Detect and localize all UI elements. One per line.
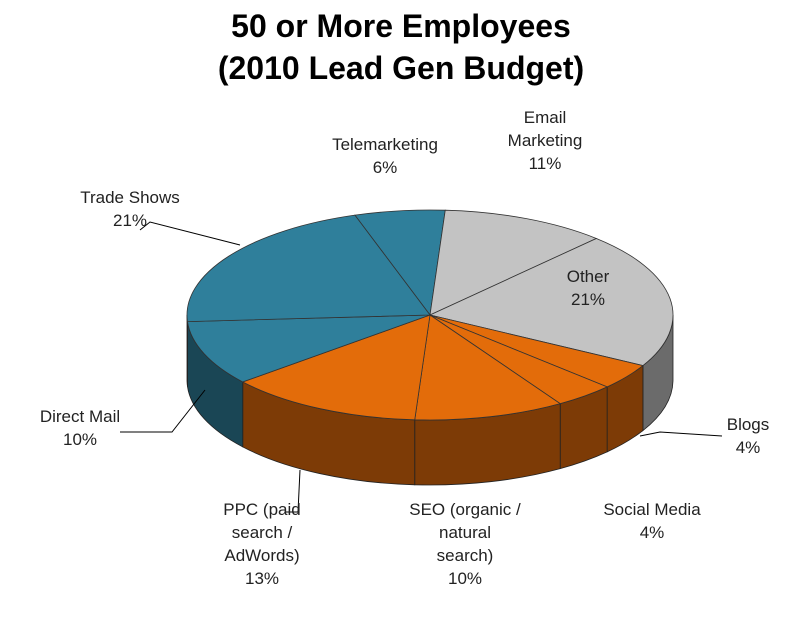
- slice-name: PPC (paid search / AdWords): [223, 500, 301, 565]
- pie-walls: [186, 314, 674, 486]
- slice-name: Social Media: [603, 500, 701, 519]
- slice-value: 10%: [447, 569, 483, 588]
- chart-title: 50 or More Employees: [231, 8, 571, 44]
- slice-label: Direct Mail 10%: [15, 405, 145, 451]
- slice-label: SEO (organic / natural search) 10%: [409, 498, 521, 590]
- slice-value: 13%: [244, 569, 280, 588]
- slice-value: 6%: [372, 158, 398, 177]
- slice-value: 11%: [528, 154, 562, 173]
- leader-line: [139, 221, 241, 246]
- slice-name: Telemarketing: [332, 135, 438, 154]
- pie-slice: [414, 314, 562, 421]
- slice-name: Trade Shows: [80, 188, 180, 207]
- pie-slice: [241, 314, 431, 421]
- slice-name: Direct Mail: [39, 407, 121, 426]
- leader-lines: [120, 221, 723, 513]
- slice-label: Social Media 4%: [577, 498, 727, 544]
- slice-value: 10%: [62, 430, 98, 449]
- pie-tops: [186, 209, 674, 421]
- slice-label: Blogs 4%: [718, 413, 778, 459]
- slice-label: Email Marketing 11%: [495, 106, 595, 175]
- pie-slice: [186, 214, 431, 323]
- pie-slice: [428, 238, 674, 367]
- slice-label: Trade Shows 21%: [55, 186, 205, 232]
- slice-name: Email Marketing: [507, 108, 583, 150]
- leader-line: [285, 469, 301, 513]
- leader-line: [639, 431, 723, 437]
- pie-slice: [429, 209, 598, 316]
- chart-subtitle: (2010 Lead Gen Budget): [217, 50, 585, 86]
- slice-name: Other: [566, 267, 610, 286]
- slice-name: Blogs: [726, 415, 770, 434]
- slice-value: 21%: [570, 290, 606, 309]
- slice-label: PPC (paid search / AdWords) 13%: [212, 498, 312, 590]
- slice-value: 21%: [112, 211, 148, 230]
- pie-slice: [187, 314, 431, 383]
- slice-value: 4%: [639, 523, 665, 542]
- leader-line: [120, 389, 206, 433]
- slice-label: Telemarketing 6%: [305, 133, 465, 179]
- slice-value: 4%: [735, 438, 761, 457]
- slice-label: Other 21%: [543, 265, 633, 311]
- slice-name: SEO (organic / natural search): [409, 500, 521, 565]
